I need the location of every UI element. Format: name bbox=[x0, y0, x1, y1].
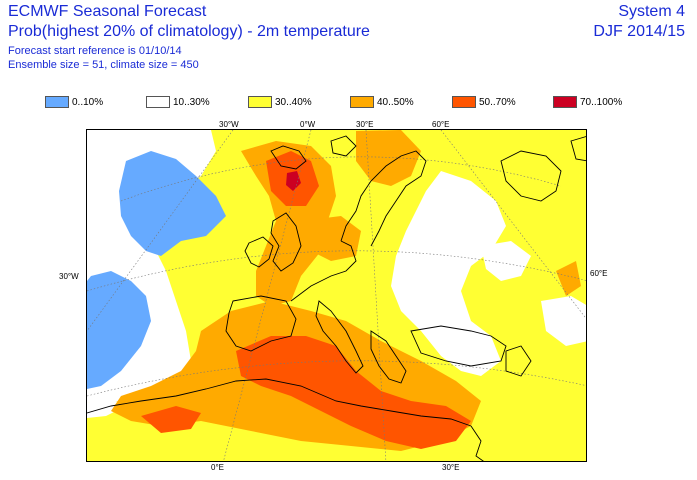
region-10-30-east bbox=[541, 296, 586, 346]
lon-label-30w-left: 30°W bbox=[59, 272, 79, 281]
coast-iceland bbox=[270, 145, 307, 170]
region-10-30-caspian bbox=[481, 241, 531, 281]
coast-france-germany bbox=[290, 240, 357, 302]
legend-swatch bbox=[248, 96, 272, 108]
coast-balkans bbox=[370, 330, 407, 384]
forecast-map bbox=[86, 129, 587, 462]
lon-label-0-bottom: 0°E bbox=[211, 463, 224, 472]
legend-item-40-50: 40..50% bbox=[350, 96, 414, 108]
period-label: DJF 2014/15 bbox=[593, 23, 685, 40]
parallel-45n bbox=[87, 250, 586, 292]
legend-swatch bbox=[350, 96, 374, 108]
legend-item-70-100: 70..100% bbox=[553, 96, 622, 108]
legend-label: 10..30% bbox=[173, 96, 210, 108]
lon-label-0-top: 0°W bbox=[300, 120, 316, 129]
coast-scandinavia bbox=[340, 150, 427, 247]
legend-label: 40..50% bbox=[377, 96, 414, 108]
region-50-70-central-med bbox=[236, 336, 471, 449]
parallel-60n bbox=[120, 156, 562, 202]
meridian-30w bbox=[87, 130, 234, 332]
region-0-10-azores bbox=[87, 271, 151, 389]
coast-italy bbox=[315, 300, 364, 374]
system-label: System 4 bbox=[618, 3, 685, 20]
legend-item-0-10: 0..10% bbox=[45, 96, 103, 108]
forecast-start-text: Forecast start reference is 01/10/14 bbox=[8, 45, 182, 57]
map-canvas bbox=[87, 130, 586, 461]
legend-label: 30..40% bbox=[275, 96, 312, 108]
lon-label-60e-right: 60°E bbox=[590, 269, 608, 278]
coastlines bbox=[87, 135, 586, 461]
region-40-50-scandinavia bbox=[356, 130, 421, 186]
ensemble-size-text: Ensemble size = 51, climate size = 450 bbox=[8, 59, 199, 71]
legend-swatch bbox=[452, 96, 476, 108]
coast-iberia bbox=[225, 295, 297, 352]
coast-north-africa bbox=[87, 378, 472, 427]
legend-label: 50..70% bbox=[479, 96, 516, 108]
legend-label: 70..100% bbox=[580, 96, 623, 108]
region-10-30-russia bbox=[391, 171, 506, 376]
legend-swatch bbox=[146, 96, 170, 108]
coast-ireland bbox=[244, 236, 274, 268]
legend-swatch bbox=[45, 96, 69, 108]
legend-item-30-40: 30..40% bbox=[248, 96, 312, 108]
coast-caspian bbox=[505, 345, 532, 377]
lon-label-60e-top: 60°E bbox=[432, 120, 450, 129]
coast-svalbard bbox=[330, 135, 357, 157]
coast-northeast bbox=[570, 136, 586, 162]
parallel-30n bbox=[87, 360, 586, 397]
region-40-50-east bbox=[556, 261, 581, 296]
lon-label-30w-top: 30°W bbox=[219, 120, 239, 129]
legend-item-50-70: 50..70% bbox=[452, 96, 516, 108]
coast-black-sea bbox=[410, 325, 507, 367]
legend-swatch bbox=[553, 96, 577, 108]
lon-label-30e-top: 30°E bbox=[356, 120, 374, 129]
region-70-100-peak bbox=[286, 171, 301, 191]
graticule bbox=[87, 130, 586, 461]
coast-novaya-zemlya bbox=[500, 150, 562, 202]
region-50-70-west-africa bbox=[141, 406, 201, 433]
legend-label: 0..10% bbox=[72, 96, 104, 108]
map-subtitle: Prob(highest 20% of climatology) - 2m te… bbox=[8, 23, 370, 40]
meridian-60e bbox=[440, 130, 586, 319]
meridian-0 bbox=[223, 130, 312, 461]
coast-britain bbox=[270, 212, 302, 272]
region-0-10-north-atlantic bbox=[119, 151, 226, 256]
map-title: ECMWF Seasonal Forecast bbox=[8, 3, 207, 20]
coast-levant bbox=[470, 425, 484, 461]
lon-label-30e-bottom: 30°E bbox=[442, 463, 460, 472]
legend-item-10-30: 10..30% bbox=[146, 96, 210, 108]
